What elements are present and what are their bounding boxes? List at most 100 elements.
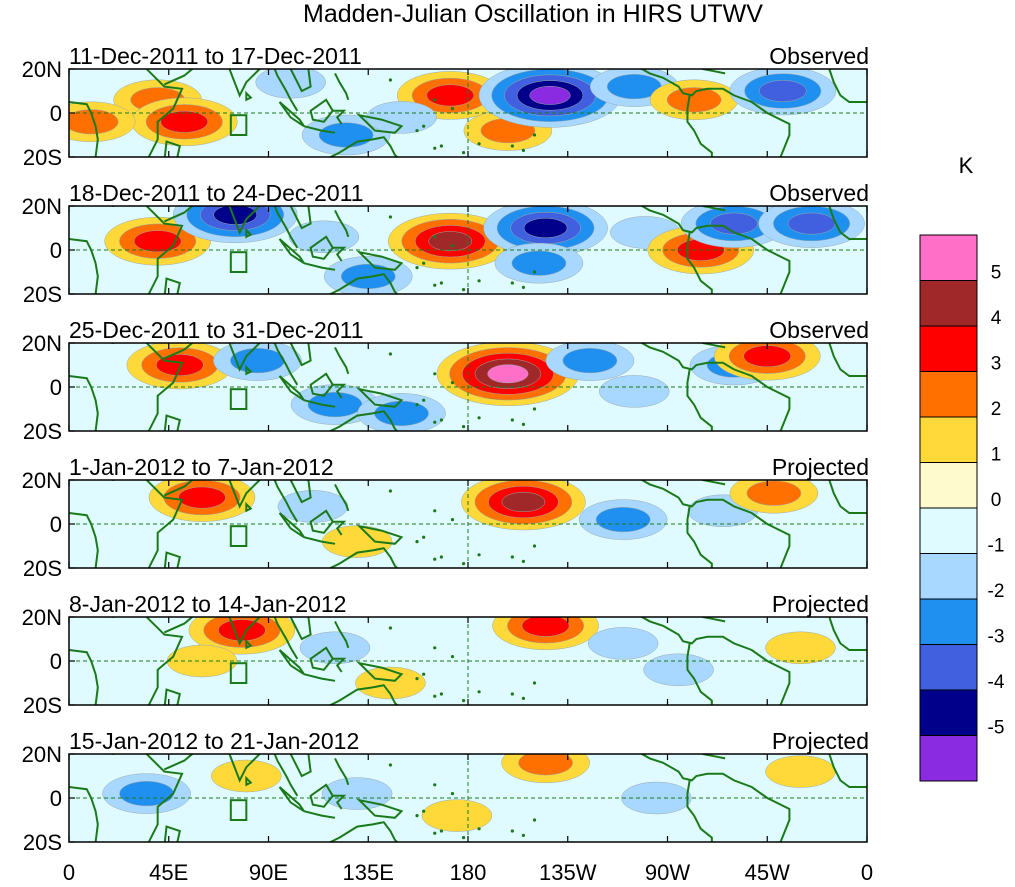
coastline-philippines xyxy=(334,346,350,375)
coastline-westafrica xyxy=(828,480,867,514)
colorbar-label: 4 xyxy=(991,308,1002,329)
coastline-india xyxy=(228,206,299,249)
island-dot xyxy=(477,827,481,831)
contour-level xyxy=(318,122,374,148)
island-dot xyxy=(415,403,419,407)
contour-level xyxy=(521,617,570,637)
coastline-americas xyxy=(639,343,791,431)
coastline-westafrica xyxy=(828,343,867,377)
island-dot xyxy=(450,655,455,659)
anomaly-blob xyxy=(421,799,493,832)
colorbar-label: 5 xyxy=(991,263,1002,284)
panel-status: Projected xyxy=(772,454,869,480)
island-dot xyxy=(510,829,514,833)
x-axis: 0 45E 90E 135E 180 135W 90W 45W 0 xyxy=(63,860,873,885)
coastline-madagascar xyxy=(163,688,182,705)
coastline-africa-west xyxy=(69,786,99,842)
colorbar-label: -2 xyxy=(988,581,1005,602)
anomaly-blob xyxy=(299,631,371,665)
colorbar-swatch xyxy=(919,280,978,327)
anomaly-blob xyxy=(545,343,635,381)
anomaly-blob xyxy=(729,480,819,514)
coastline-africa-west xyxy=(69,649,99,705)
y-tick-label: 20N xyxy=(22,194,62,219)
coastline-java xyxy=(303,673,336,682)
anomaly-blob xyxy=(492,617,599,651)
colorbar-swatch xyxy=(919,735,978,782)
island-dot xyxy=(433,98,437,102)
coastline-australia xyxy=(328,410,399,431)
x-tick-label: 135W xyxy=(539,860,597,885)
coastline-sulawesi xyxy=(332,520,347,536)
coastline-caribbean xyxy=(700,343,726,349)
coastline-india xyxy=(228,343,299,386)
anomaly-blob xyxy=(131,97,238,147)
coastline-borneo xyxy=(309,509,335,534)
coastline-srilanka xyxy=(245,638,253,650)
island-dot xyxy=(450,792,455,796)
anomaly-field xyxy=(69,69,837,156)
island-dot xyxy=(422,124,426,128)
island-dot xyxy=(433,509,437,513)
y-tick-label: 20S xyxy=(23,556,62,581)
anomaly-blob xyxy=(211,759,282,793)
anomaly-blob xyxy=(599,375,670,408)
island-dot xyxy=(450,518,455,522)
coastline-americas xyxy=(639,69,791,157)
contour-level xyxy=(501,492,546,512)
island-dot xyxy=(510,144,514,148)
island-dot xyxy=(433,646,437,650)
island-dot xyxy=(433,283,437,287)
contour-level xyxy=(562,348,618,374)
contour-level xyxy=(119,781,174,807)
contour-level xyxy=(299,631,371,665)
coastline-gulf xyxy=(650,613,672,615)
colorbar-swatch xyxy=(919,598,978,645)
coastlines xyxy=(69,206,867,294)
y-tick-label: 20N xyxy=(22,468,62,493)
coastline-gulf xyxy=(650,750,672,752)
island-dot xyxy=(521,285,526,289)
contour-level xyxy=(355,666,426,700)
island-dot xyxy=(532,270,537,274)
coastline-gulf xyxy=(650,339,672,341)
anomaly-blob xyxy=(288,220,360,254)
island-dot xyxy=(510,281,514,285)
panel-status: Projected xyxy=(772,728,869,754)
island-dot xyxy=(461,151,466,155)
coastline-borneo xyxy=(309,646,335,671)
coastline-americas xyxy=(639,617,791,705)
contour-level xyxy=(587,627,659,660)
island-dot xyxy=(510,555,514,559)
anomaly-blob xyxy=(188,617,296,655)
island-dot xyxy=(532,818,537,822)
island-dot xyxy=(422,261,426,265)
coastline-java xyxy=(303,125,336,134)
contour-level xyxy=(366,101,437,134)
island-dot xyxy=(450,244,455,248)
y-tick-label: 20N xyxy=(22,331,62,356)
coastline-westafrica xyxy=(828,206,867,240)
y-tick-label: 20S xyxy=(23,419,62,444)
coastline-africa xyxy=(108,206,184,294)
index-box xyxy=(229,114,248,136)
anomaly-blob xyxy=(649,79,739,121)
contour-level xyxy=(160,110,209,133)
coastline-srilanka xyxy=(245,501,253,513)
colorbar-label: -3 xyxy=(988,627,1005,648)
anomaly-blob xyxy=(436,343,580,407)
contour-level xyxy=(230,348,285,374)
colorbar-label: 0 xyxy=(991,490,1002,511)
contour-level xyxy=(599,375,670,408)
colorbar: K 5 4 3 2 1 0 -1 -2 -3 -4 -5 xyxy=(919,153,1005,782)
map-panel: 20N 0 20S 1-Jan-2012 to 7-Jan-2012 Projected xyxy=(22,454,869,581)
coastline-indochina xyxy=(289,617,312,641)
coastline-srilanka xyxy=(245,364,253,376)
coastline-borneo xyxy=(309,783,335,808)
anomaly-blob xyxy=(321,777,393,810)
island-dot xyxy=(477,690,481,694)
coastline-srilanka xyxy=(245,227,253,239)
coastline-india xyxy=(228,617,299,660)
coastline-sulawesi xyxy=(332,657,347,673)
